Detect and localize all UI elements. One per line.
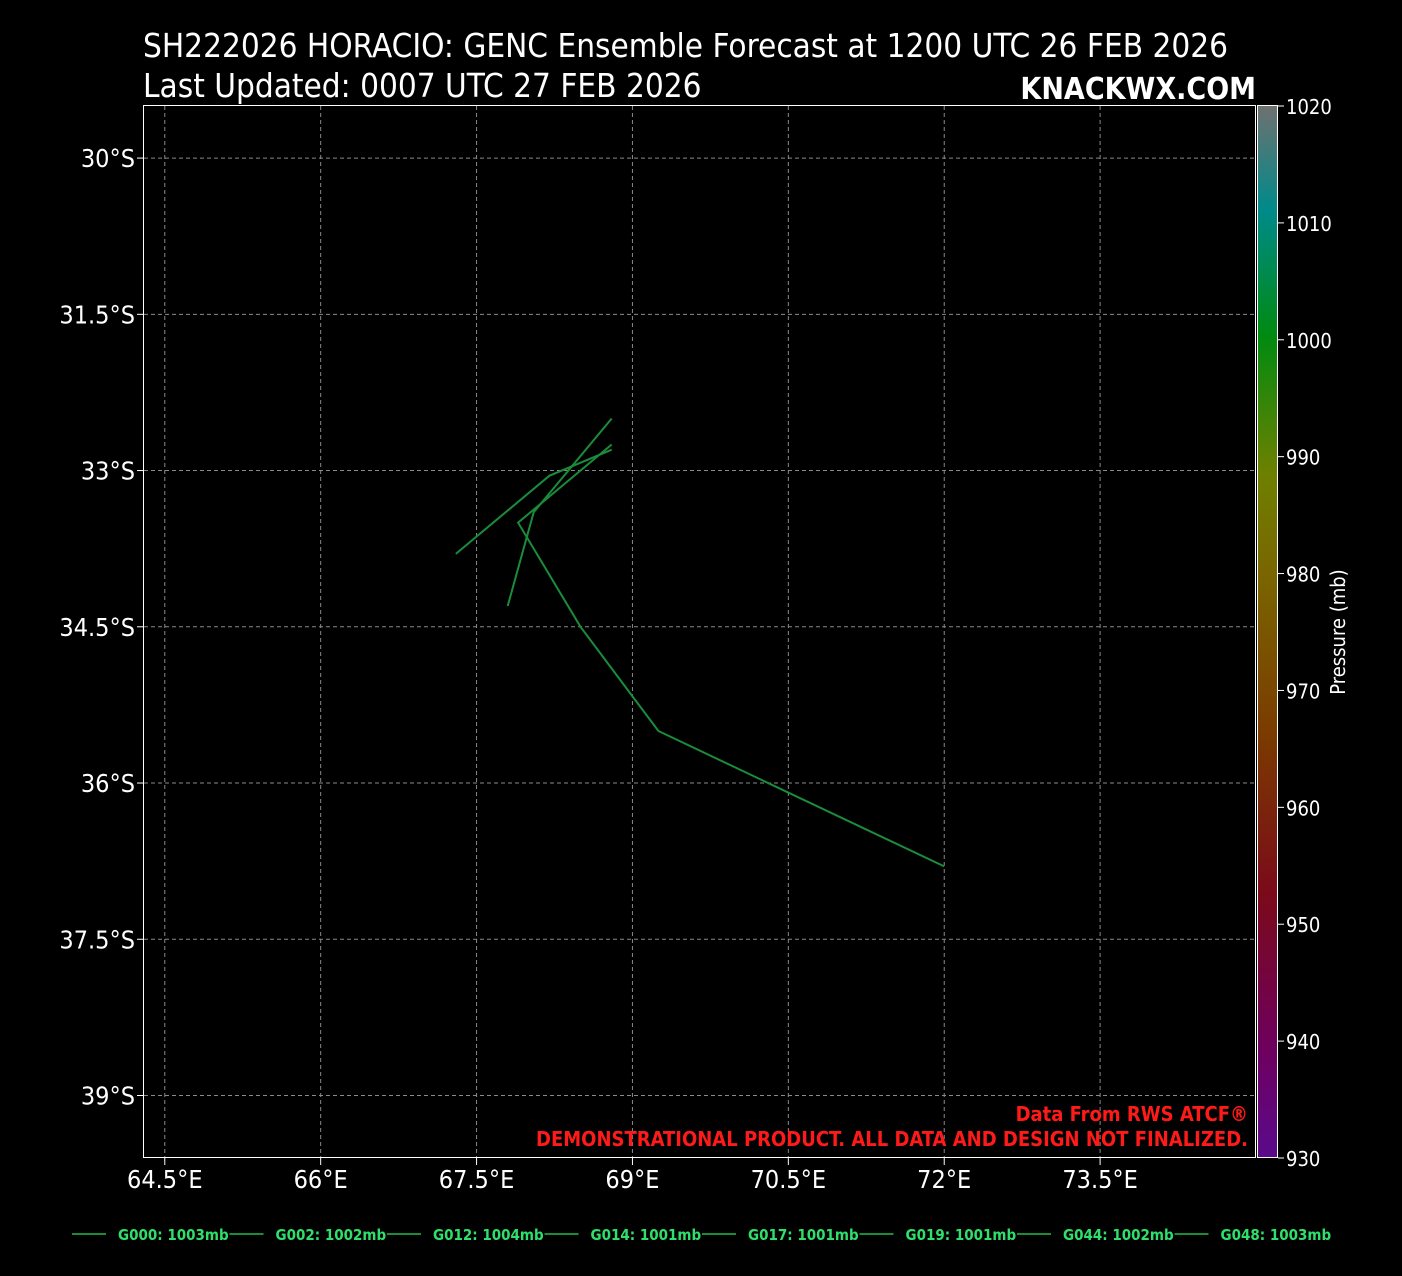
x-tick-label: 70.5°E <box>751 1165 827 1194</box>
colorbar-tick-label: 950 <box>1286 913 1320 937</box>
colorbar-tick-label: 1020 <box>1286 95 1332 119</box>
y-tick-label: 34.5°S <box>59 613 135 642</box>
track-line <box>455 448 613 555</box>
x-tick-label: 67.5°E <box>439 1165 515 1194</box>
legend-entry: G017: 1001mb <box>748 1226 859 1244</box>
colorbar-tick-label: 1010 <box>1286 212 1332 236</box>
legend-entry: G044: 1002mb <box>1063 1226 1174 1244</box>
colorbar-tick-label: 990 <box>1286 446 1320 470</box>
pressure-colorbar <box>1257 105 1278 1158</box>
colorbar-ticks: 1020 1010 1000 990 980 970 960 950 940 930 <box>1278 95 1332 1171</box>
y-axis: 30°S 31.5°S 33°S 34.5°S 36°S 37.5°S 39°S <box>59 144 144 1111</box>
legend-entry: G014: 1001mb <box>591 1226 702 1244</box>
x-axis: 64.5°E 66°E 67.5°E 69°E 70.5°E 72°E 73.5°E <box>127 1158 1138 1194</box>
x-tick-label: 64.5°E <box>127 1165 203 1194</box>
disclaimer-note: DEMONSTRATIONAL PRODUCT. ALL DATA AND DE… <box>536 1127 1248 1151</box>
x-tick-label: 73.5°E <box>1062 1165 1138 1194</box>
y-tick-label: 37.5°S <box>59 925 135 954</box>
y-tick-label: 31.5°S <box>59 300 135 329</box>
last-updated: Last Updated: 0007 UTC 27 FEB 2026 <box>143 66 702 105</box>
colorbar-tick-label: 930 <box>1286 1147 1320 1171</box>
brand-logo: KNACKWX.COM <box>1020 72 1256 107</box>
x-tick-label: 66°E <box>294 1165 348 1194</box>
colorbar-frame <box>1257 105 1278 1158</box>
forecast-tracks <box>455 417 945 868</box>
y-tick-label: 36°S <box>81 769 135 798</box>
colorbar-tick-label: 1000 <box>1286 329 1332 353</box>
legend-entry: G048: 1003mb <box>1221 1226 1332 1244</box>
plot-frame <box>143 105 1256 1158</box>
colorbar-tick-label: 970 <box>1286 679 1320 703</box>
colorbar-tick-label: 980 <box>1286 563 1320 587</box>
y-tick-label: 39°S <box>81 1082 135 1111</box>
chart-title: SH222026 HORACIO: GENC Ensemble Forecast… <box>143 26 1228 65</box>
track-line <box>516 443 945 868</box>
legend-entry: G000: 1003mb <box>118 1226 229 1244</box>
x-tick-label: 72°E <box>917 1165 971 1194</box>
x-tick-label: 69°E <box>605 1165 659 1194</box>
colorbar-tick-label: 960 <box>1286 796 1320 820</box>
grid-lines <box>144 106 1256 1158</box>
legend-entry: G012: 1004mb <box>433 1226 544 1244</box>
legend-entry: G019: 1001mb <box>906 1226 1017 1244</box>
data-source-note: Data From RWS ATCF® <box>1016 1102 1248 1126</box>
y-tick-label: 33°S <box>81 457 135 486</box>
legend: G000: 1003mb G002: 1002mb G012: 1004mb G014… <box>72 1226 1331 1244</box>
colorbar-tick-label: 940 <box>1286 1030 1320 1054</box>
colorbar-label: Pressure (mb) <box>1326 569 1350 694</box>
track-line <box>506 417 613 607</box>
legend-entry: G002: 1002mb <box>276 1226 387 1244</box>
y-tick-label: 30°S <box>81 144 135 173</box>
